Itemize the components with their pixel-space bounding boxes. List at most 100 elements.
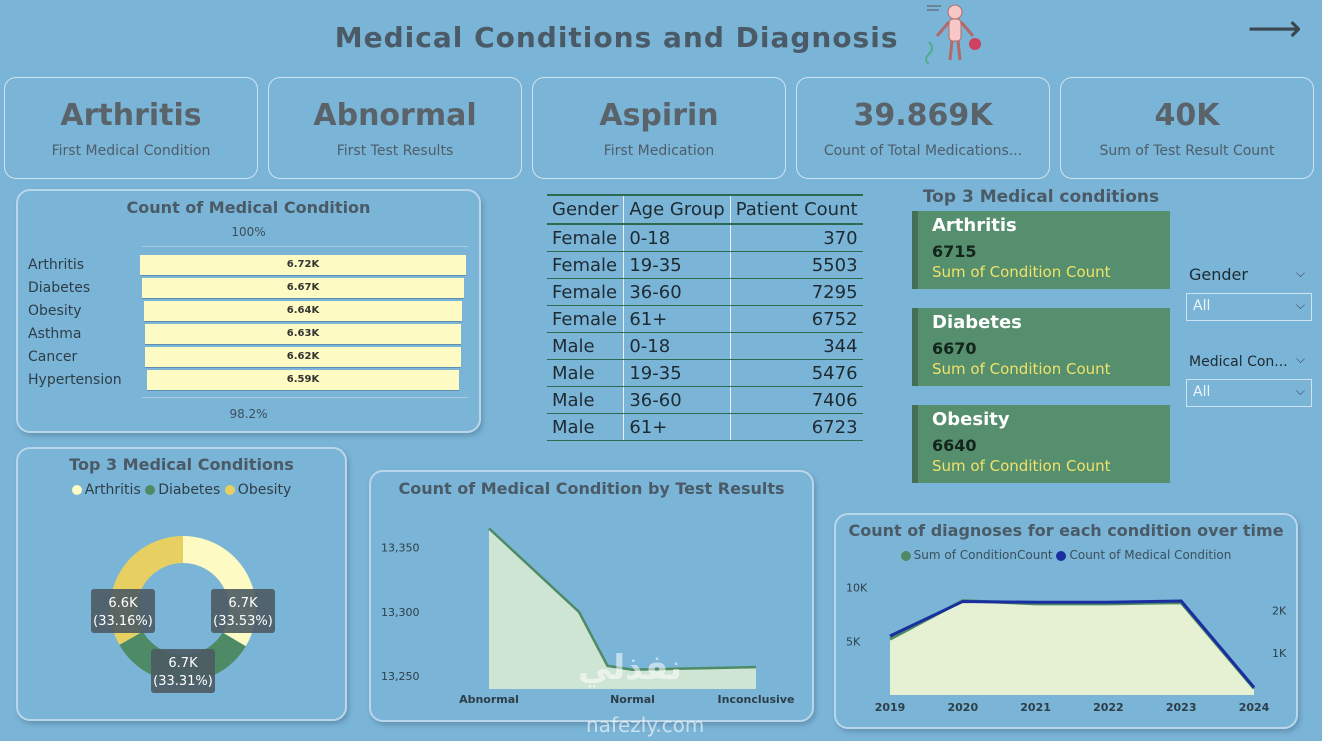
- kpi-card-first-medication[interactable]: Aspirin First Medication: [532, 77, 786, 179]
- line-legend: Sum of ConditionCount Count of Medical C…: [836, 548, 1296, 562]
- kpi-card-total-medications[interactable]: 39.869K Count of Total Medications...: [796, 77, 1050, 179]
- top-condition-card-diabetes[interactable]: Diabetes 6670 Sum of Condition Count: [912, 308, 1170, 386]
- area-chart[interactable]: 13,350 13,300 13,250 Abnormal Normal Inconclu…: [371, 502, 812, 720]
- legend-item-count-medical-condition[interactable]: Count of Medical Condition: [1056, 548, 1231, 562]
- patient-table: Gender Age Group Patient Count Female 0-1…: [547, 194, 863, 441]
- medical-slicer-dropdown[interactable]: All ⌵: [1186, 379, 1312, 407]
- table-row[interactable]: Male 36-60 7406: [547, 386, 863, 414]
- funnel-row[interactable]: Arthritis 6.72K: [28, 255, 468, 277]
- cell-gender: Female: [547, 224, 624, 252]
- condition-label: Sum of Condition Count: [932, 263, 1111, 281]
- y-tick-label: 13,250: [381, 670, 420, 683]
- funnel-bar[interactable]: 6.67K: [142, 278, 464, 299]
- x-tick-label: Inconclusive: [718, 693, 795, 706]
- y-right-tick-label: 2K: [1272, 605, 1287, 618]
- y-right-tick-label: 1K: [1272, 647, 1287, 660]
- cell-age-group: 61+: [623, 305, 731, 333]
- funnel-bar[interactable]: 6.59K: [146, 370, 460, 391]
- line-area-fill: [890, 600, 1254, 695]
- table-row[interactable]: Female 61+ 6752: [547, 305, 863, 333]
- column-header-patient-count[interactable]: Patient Count: [729, 194, 863, 225]
- condition-value: 6670: [932, 339, 977, 358]
- donut-label-value: 6.7K: [168, 656, 198, 671]
- x-tick-label: 2022: [1093, 701, 1124, 714]
- funnel-bar[interactable]: 6.64K: [144, 301, 462, 322]
- cell-gender: Male: [547, 359, 624, 387]
- chevron-down-icon: ⌵: [1295, 298, 1305, 312]
- x-tick-label: 2023: [1166, 701, 1197, 714]
- chart-title: Top 3 Medical Conditions: [69, 455, 294, 474]
- kpi-value: Aspirin: [599, 98, 719, 133]
- area-fill: [489, 528, 756, 689]
- arrow-right-icon[interactable]: ⟶: [1247, 6, 1302, 50]
- funnel-row[interactable]: Cancer 6.62K: [28, 347, 468, 369]
- donut-data-label: 6.7K (33.53%): [211, 589, 275, 633]
- cell-age-group: 0-18: [623, 332, 731, 360]
- funnel-row-label: Diabetes: [28, 280, 91, 296]
- funnel-row[interactable]: Diabetes 6.67K: [28, 278, 468, 300]
- funnel-bottom-percent: 98.2%: [229, 407, 268, 421]
- donut-chart-card[interactable]: Top 3 Medical Conditions Arthritis Diabe…: [16, 447, 347, 721]
- funnel-row-label: Cancer: [28, 349, 78, 365]
- cell-gender: Male: [547, 332, 624, 360]
- funnel-row[interactable]: Asthma 6.63K: [28, 324, 468, 346]
- kpi-label: Sum of Test Result Count: [1099, 143, 1275, 159]
- x-tick-label: Normal: [610, 693, 655, 706]
- line-chart-card[interactable]: Count of diagnoses for each condition ov…: [834, 513, 1298, 729]
- area-chart-card[interactable]: Count of Medical Condition by Test Resul…: [369, 470, 814, 722]
- table-row[interactable]: Female 0-18 370: [547, 224, 863, 252]
- column-header-age-group[interactable]: Age Group: [623, 194, 731, 225]
- funnel-row[interactable]: Hypertension 6.59K: [28, 370, 468, 392]
- funnel-bar[interactable]: 6.62K: [145, 347, 461, 368]
- legend-item-obesity[interactable]: Obesity: [224, 482, 291, 498]
- legend-item-diabetes[interactable]: Diabetes: [145, 482, 220, 498]
- area-line: [488, 527, 757, 671]
- funnel-bar[interactable]: 6.72K: [140, 255, 466, 276]
- top-condition-card-obesity[interactable]: Obesity 6640 Sum of Condition Count: [912, 405, 1170, 483]
- kpi-card-test-result-count[interactable]: 40K Sum of Test Result Count: [1060, 77, 1314, 179]
- cell-age-group: 36-60: [623, 386, 731, 414]
- top-condition-card-arthritis[interactable]: Arthritis 6715 Sum of Condition Count: [912, 211, 1170, 289]
- table-row[interactable]: Female 19-35 5503: [547, 251, 863, 279]
- donut-legend: Arthritis Diabetes Obesity: [18, 482, 345, 498]
- kpi-card-first-test-results[interactable]: Abnormal First Test Results: [268, 77, 522, 179]
- kpi-label: First Test Results: [336, 143, 454, 159]
- watermark-url: nafezly.com: [586, 713, 705, 737]
- y-left-tick-label: 10K: [846, 582, 868, 595]
- human-body-icon: [925, 4, 982, 65]
- legend-item-arthritis[interactable]: Arthritis: [71, 482, 141, 498]
- donut-data-label: 6.7K (33.31%): [151, 649, 215, 693]
- table-row[interactable]: Male 0-18 344: [547, 332, 863, 360]
- cell-patient-count: 5476: [729, 359, 863, 387]
- chart-title: Count of Medical Condition by Test Resul…: [398, 479, 785, 498]
- table-row[interactable]: Male 61+ 6723: [547, 413, 863, 441]
- legend-item-sum-condition-count[interactable]: Sum of ConditionCount: [900, 548, 1053, 562]
- cell-age-group: 0-18: [623, 224, 731, 252]
- cell-patient-count: 6752: [729, 305, 863, 333]
- dashboard-header: Medical Conditions and Diagnosis: [0, 4, 1322, 65]
- kpi-label: First Medical Condition: [51, 143, 211, 159]
- table-row[interactable]: Male 19-35 5476: [547, 359, 863, 387]
- condition-label: Sum of Condition Count: [932, 457, 1111, 475]
- table-row[interactable]: Female 36-60 7295: [547, 278, 863, 306]
- x-tick-label: 2021: [1020, 701, 1051, 714]
- chevron-down-icon[interactable]: ⌵: [1296, 266, 1306, 280]
- gender-slicer-dropdown[interactable]: All ⌵: [1186, 293, 1312, 321]
- funnel-bar[interactable]: 6.63K: [144, 324, 462, 345]
- watermark-logo: نفذلي: [578, 648, 683, 688]
- condition-name: Arthritis: [932, 215, 1017, 236]
- chart-title: Count of Medical Condition: [126, 198, 371, 217]
- cell-gender: Male: [547, 413, 624, 441]
- column-header-gender[interactable]: Gender: [547, 194, 624, 225]
- kpi-value: Arthritis: [60, 98, 202, 133]
- chevron-down-icon[interactable]: ⌵: [1296, 352, 1306, 366]
- funnel-row-label: Obesity: [28, 303, 82, 319]
- funnel-row-label: Arthritis: [28, 257, 85, 273]
- kpi-card-first-condition[interactable]: Arthritis First Medical Condition: [4, 77, 258, 179]
- donut-chart[interactable]: 6.7K (33.53%) 6.7K (33.31%) 6.6K (33.16%): [18, 519, 345, 719]
- series-line-count-medical-condition: [889, 599, 1256, 689]
- line-chart[interactable]: 10K 5K 2K 1K 2019 2020 2021 2022 2023 2024: [836, 567, 1296, 727]
- funnel-row[interactable]: Obesity 6.64K: [28, 301, 468, 323]
- cell-gender: Female: [547, 278, 624, 306]
- funnel-chart-card[interactable]: Count of Medical Condition 100% Arthriti…: [16, 189, 481, 433]
